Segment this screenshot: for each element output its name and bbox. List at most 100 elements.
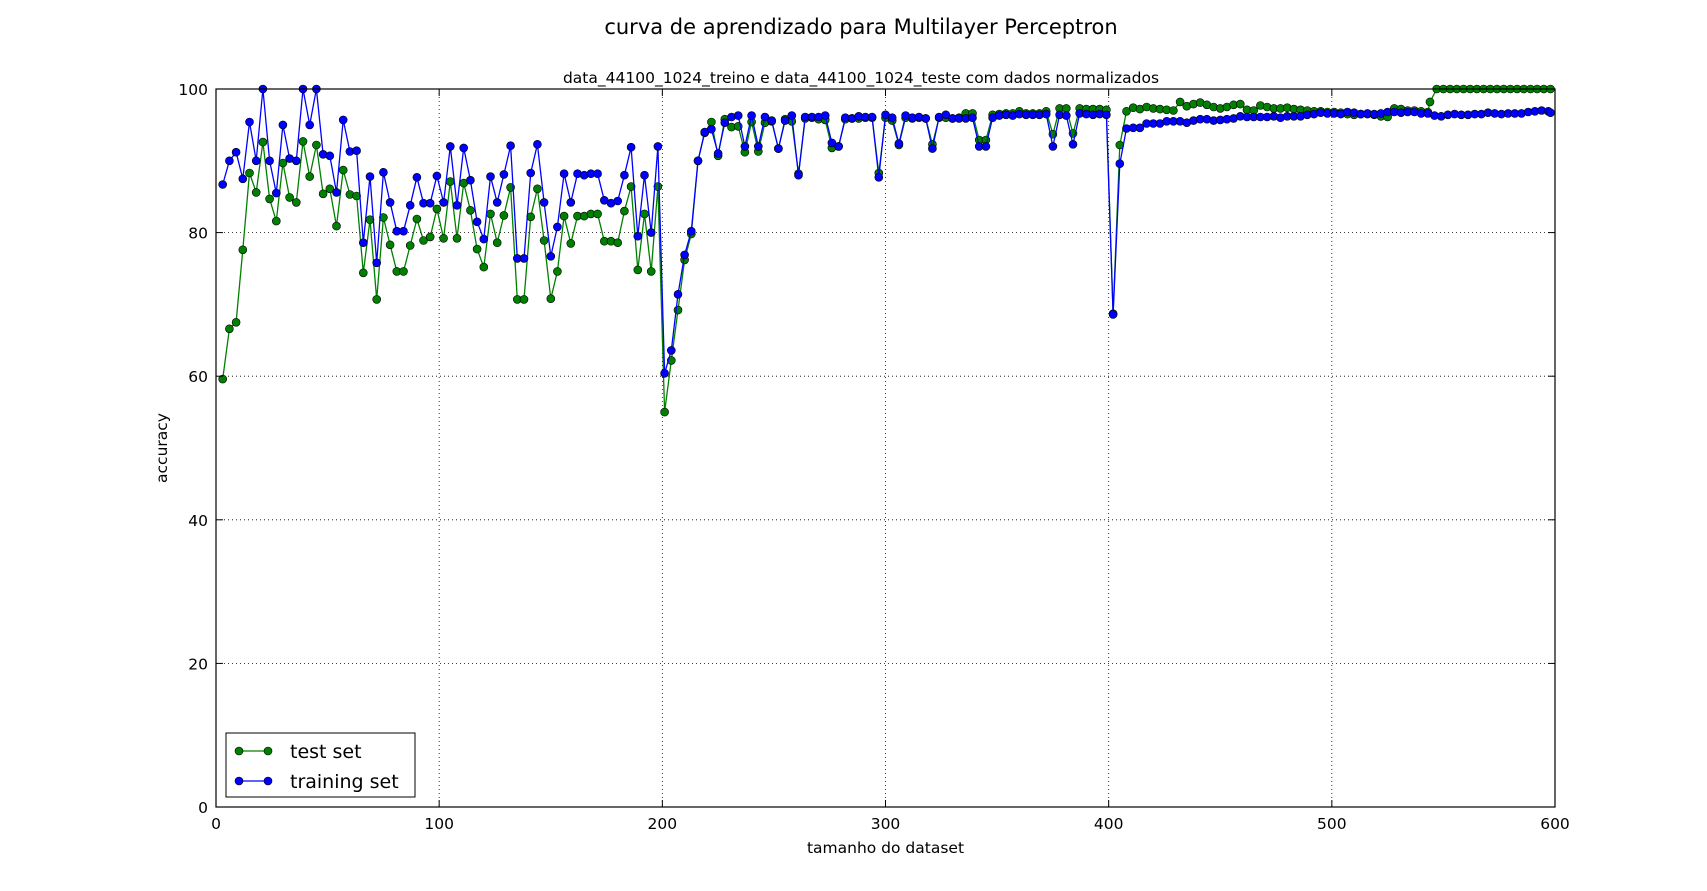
data-point-training-set xyxy=(271,188,281,198)
legend-label-training-set: training set xyxy=(290,771,399,793)
data-point-training-set xyxy=(834,142,843,151)
data-point-training-set xyxy=(794,170,803,180)
data-point-test-set xyxy=(559,211,569,221)
data-point-test-set xyxy=(620,206,629,216)
y-tick-label: 60 xyxy=(188,368,208,386)
legend-marker-training-set xyxy=(234,776,244,786)
data-point-training-set xyxy=(412,173,422,182)
y-tick-label: 20 xyxy=(188,655,208,673)
data-point-test-set xyxy=(566,239,576,248)
data-point-test-set xyxy=(325,184,335,194)
data-point-training-set xyxy=(506,141,515,150)
data-point-test-set xyxy=(1122,107,1131,116)
data-point-training-set xyxy=(265,156,274,166)
data-point-test-set xyxy=(352,191,361,201)
data-point-training-set xyxy=(445,142,455,151)
data-point-training-set xyxy=(519,254,529,263)
data-point-test-set xyxy=(298,137,308,146)
data-point-training-set xyxy=(492,198,502,207)
data-point-test-set xyxy=(479,262,489,272)
data-point-test-set xyxy=(1169,106,1178,115)
data-point-test-set xyxy=(265,194,274,204)
data-point-test-set xyxy=(251,188,261,197)
data-point-training-set xyxy=(780,116,790,125)
legend: test set training set xyxy=(225,732,416,798)
legend-marker-test-set xyxy=(263,746,273,756)
data-point-test-set xyxy=(499,211,509,220)
y-axis-label: accuracy xyxy=(153,413,171,483)
data-point-training-set xyxy=(660,368,669,378)
data-point-training-set xyxy=(941,110,951,120)
data-point-test-set xyxy=(245,168,254,178)
data-point-training-set xyxy=(774,144,783,153)
data-point-training-set xyxy=(499,170,509,179)
data-point-test-set xyxy=(412,214,422,224)
data-point-training-set xyxy=(680,250,689,260)
data-point-test-set xyxy=(258,137,268,147)
data-point-training-set xyxy=(305,120,315,130)
data-point-training-set xyxy=(874,173,884,182)
x-tick-label: 500 xyxy=(1317,815,1347,833)
data-point-test-set xyxy=(338,165,348,175)
data-point-training-set xyxy=(1546,108,1555,117)
data-point-training-set xyxy=(231,147,241,157)
data-point-training-set xyxy=(1041,109,1051,119)
data-point-training-set xyxy=(338,115,348,125)
data-point-training-set xyxy=(1062,111,1071,120)
data-point-training-set xyxy=(760,112,770,122)
data-point-training-set xyxy=(526,168,536,178)
data-point-training-set xyxy=(439,198,448,207)
data-point-test-set xyxy=(472,244,482,254)
y-tick-label: 100 xyxy=(178,81,208,99)
data-point-training-set xyxy=(479,234,489,244)
data-point-test-set xyxy=(633,265,643,275)
x-tick-label: 400 xyxy=(1094,815,1124,833)
data-point-test-set xyxy=(646,267,656,276)
x-tick-label: 0 xyxy=(211,815,221,833)
data-point-test-set xyxy=(553,267,562,276)
data-point-training-set xyxy=(1102,110,1111,120)
data-point-training-set xyxy=(533,140,542,149)
data-point-training-set xyxy=(245,117,254,127)
data-point-training-set xyxy=(399,226,408,236)
data-point-training-set xyxy=(432,171,442,181)
data-point-test-set xyxy=(218,374,227,384)
data-point-training-set xyxy=(733,111,743,120)
data-point-test-set xyxy=(291,198,301,207)
data-point-training-set xyxy=(332,188,341,197)
data-point-training-set xyxy=(405,201,415,210)
legend-marker-test-set xyxy=(234,746,244,756)
data-point-training-set xyxy=(372,258,382,268)
data-point-test-set xyxy=(466,206,475,215)
data-point-training-set xyxy=(352,146,361,155)
data-point-training-set xyxy=(740,142,750,151)
data-point-training-set xyxy=(928,144,937,153)
data-point-training-set xyxy=(593,169,602,178)
data-point-test-set xyxy=(399,267,408,276)
data-point-training-set xyxy=(693,156,703,166)
data-point-training-set xyxy=(379,168,388,177)
data-point-test-set xyxy=(640,209,649,219)
data-point-training-set xyxy=(466,175,475,185)
data-point-test-set xyxy=(707,117,716,127)
data-point-training-set xyxy=(486,172,495,181)
data-point-training-set xyxy=(753,142,763,151)
data-point-test-set xyxy=(445,177,455,186)
data-point-training-set xyxy=(640,170,649,180)
data-point-test-set xyxy=(271,216,281,226)
y-tick-label: 80 xyxy=(188,225,208,243)
data-point-test-set xyxy=(285,193,294,202)
data-point-test-set xyxy=(539,236,549,245)
data-point-training-set xyxy=(633,231,643,241)
data-point-training-set xyxy=(646,228,656,237)
data-point-test-set xyxy=(492,238,502,247)
y-tick-label: 40 xyxy=(188,512,208,530)
data-point-test-set xyxy=(305,172,315,181)
data-point-training-set xyxy=(1108,310,1118,319)
data-point-training-set xyxy=(673,289,683,299)
data-point-test-set xyxy=(318,189,328,199)
data-point-test-set xyxy=(1236,99,1245,109)
tick-layer: 0 100 200 300 400 500 600 0 20 40 60 80 100 xyxy=(178,81,1569,833)
data-point-training-set xyxy=(546,251,556,261)
